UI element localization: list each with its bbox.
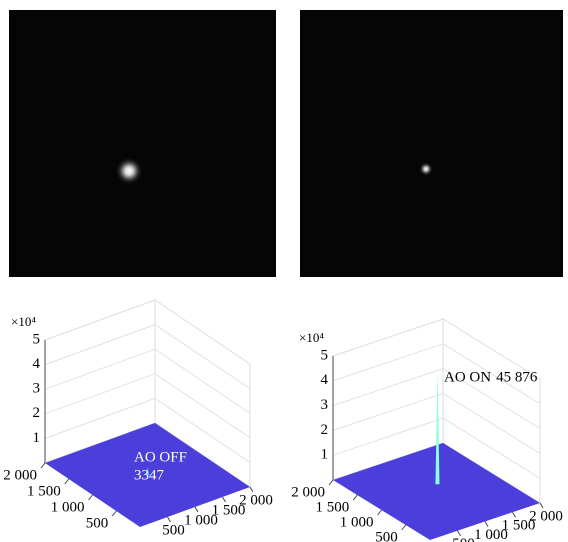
psf-image-off xyxy=(9,10,276,277)
y-tick-label: 1 500 xyxy=(316,499,350,515)
grid-line xyxy=(332,318,541,380)
y-tick xyxy=(111,510,117,517)
annotation-label: AO ON xyxy=(444,369,491,385)
z-tick-label: 2 xyxy=(33,405,41,421)
y-tick xyxy=(401,524,407,531)
annotation-value: 3347 xyxy=(134,467,165,483)
peak xyxy=(145,466,150,475)
y-tick-label: 1 000 xyxy=(51,499,85,515)
y-tick-label: 500 xyxy=(86,515,109,531)
annotation-label: AO OFF xyxy=(134,449,187,465)
y-tick xyxy=(352,494,358,501)
z-tick-label: 3 xyxy=(321,397,329,413)
surface-floor xyxy=(333,443,540,540)
x-tick-label: 2 000 xyxy=(529,508,563,524)
x-tick-label: 1 500 xyxy=(212,502,246,518)
z-tick-label: 1 xyxy=(33,430,41,446)
grid-line xyxy=(332,417,541,479)
z-tick-label: 4 xyxy=(321,372,329,388)
y-tick xyxy=(377,509,382,516)
x-tick-label: 1 000 xyxy=(184,512,218,528)
y-tick-label: 1 000 xyxy=(340,514,374,530)
grid-line xyxy=(44,397,251,463)
z-tick-label: 5 xyxy=(33,331,41,347)
y-tick-label: 1 500 xyxy=(27,483,61,499)
y-tick xyxy=(40,462,46,469)
x-tick xyxy=(194,506,199,513)
z-tick-label: 1 xyxy=(321,447,329,463)
y-tick-label: 2 000 xyxy=(291,484,325,500)
z-tick-label: 5 xyxy=(321,347,329,363)
y-tick xyxy=(88,494,93,501)
y-tick-label: 500 xyxy=(375,529,398,542)
x-tick xyxy=(249,486,254,493)
grid-line xyxy=(44,299,251,365)
grid-line xyxy=(44,348,251,414)
psf-image-on xyxy=(300,10,563,277)
z-multiplier: ×10⁴ xyxy=(299,330,324,345)
grid-line xyxy=(332,368,541,430)
grid-line xyxy=(332,392,541,454)
grid-line xyxy=(44,373,251,439)
grid-line xyxy=(332,343,541,405)
x-tick-label: 1 500 xyxy=(502,518,536,534)
z-tick-label: 2 xyxy=(321,422,329,438)
psf-spot xyxy=(419,162,433,176)
x-tick xyxy=(484,521,489,527)
x-tick xyxy=(539,502,544,509)
x-tick xyxy=(512,511,516,518)
x-tick-label: 1 000 xyxy=(474,527,508,542)
z-tick-label: 3 xyxy=(33,381,41,397)
x-tick xyxy=(167,516,171,523)
y-tick xyxy=(64,478,70,485)
z-multiplier: ×10⁴ xyxy=(11,314,36,329)
grid-line xyxy=(44,324,251,390)
y-tick-label: 2 000 xyxy=(3,467,37,483)
x-tick-label: 500 xyxy=(162,522,185,538)
x-tick-label: 500 xyxy=(452,536,475,542)
psf-spot xyxy=(115,157,143,185)
x-tick xyxy=(457,530,461,537)
z-tick-label: 4 xyxy=(33,356,41,372)
peak xyxy=(435,370,440,485)
x-tick xyxy=(222,496,226,503)
y-tick xyxy=(328,479,334,486)
annotation-value: 45 876 xyxy=(496,369,538,385)
x-tick-label: 2 000 xyxy=(239,492,273,508)
